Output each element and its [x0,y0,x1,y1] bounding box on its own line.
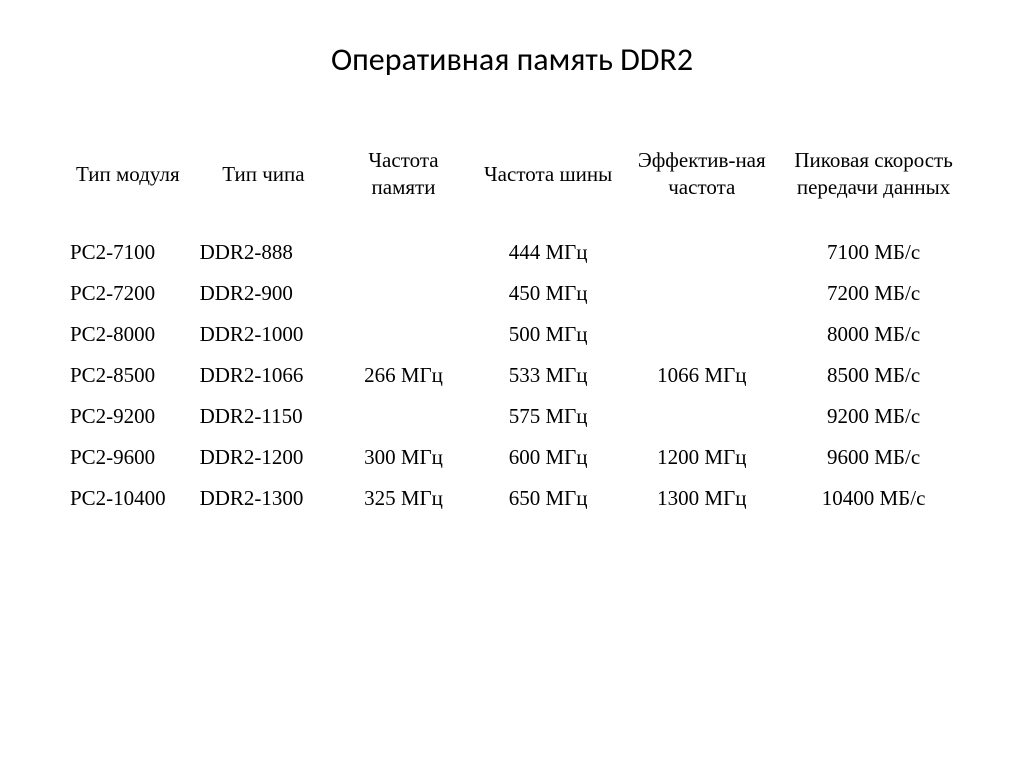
page-title: Оперативная память DDR2 [60,40,964,79]
cell-bus-freq: 500 МГц [476,314,621,355]
header-module: Тип модуля [60,139,196,232]
cell-module: PC2-9600 [60,437,196,478]
cell-module: PC2-7100 [60,232,196,273]
cell-module: PC2-8000 [60,314,196,355]
table-row: PC2-9600 DDR2-1200 300 МГц 600 МГц 1200 … [60,437,964,478]
cell-eff-freq: 1066 МГц [620,355,783,396]
cell-chip: DDR2-900 [196,273,332,314]
cell-eff-freq [620,273,783,314]
header-mem-freq: Частота памяти [331,139,476,232]
cell-chip: DDR2-888 [196,232,332,273]
cell-bus-freq: 575 МГц [476,396,621,437]
cell-chip: DDR2-1300 [196,478,332,519]
table-row: PC2-7100 DDR2-888 444 МГц 7100 МБ/с [60,232,964,273]
cell-bus-freq: 533 МГц [476,355,621,396]
header-chip: Тип чипа [196,139,332,232]
cell-speed: 9200 МБ/с [783,396,964,437]
table-row: PC2-9200 DDR2-1150 575 МГц 9200 МБ/с [60,396,964,437]
cell-mem-freq [331,273,476,314]
cell-mem-freq [331,232,476,273]
cell-mem-freq: 266 МГц [331,355,476,396]
cell-speed: 7200 МБ/с [783,273,964,314]
table-body: PC2-7100 DDR2-888 444 МГц 7100 МБ/с PC2-… [60,232,964,519]
table-row: PC2-8000 DDR2-1000 500 МГц 8000 МБ/с [60,314,964,355]
cell-bus-freq: 650 МГц [476,478,621,519]
table-row: PC2-8500 DDR2-1066 266 МГц 533 МГц 1066 … [60,355,964,396]
cell-mem-freq: 300 МГц [331,437,476,478]
cell-chip: DDR2-1000 [196,314,332,355]
header-speed: Пиковая скорость передачи данных [783,139,964,232]
cell-eff-freq [620,396,783,437]
cell-module: PC2-10400 [60,478,196,519]
table-row: PC2-10400 DDR2-1300 325 МГц 650 МГц 1300… [60,478,964,519]
cell-speed: 8500 МБ/с [783,355,964,396]
cell-speed: 8000 МБ/с [783,314,964,355]
cell-module: PC2-9200 [60,396,196,437]
cell-module: PC2-7200 [60,273,196,314]
cell-speed: 7100 МБ/с [783,232,964,273]
header-bus-freq: Частота шины [476,139,621,232]
cell-chip: DDR2-1150 [196,396,332,437]
cell-eff-freq: 1200 МГц [620,437,783,478]
table-header-row: Тип модуля Тип чипа Частота памяти Часто… [60,139,964,232]
ddr2-spec-table: Тип модуля Тип чипа Частота памяти Часто… [60,139,964,519]
cell-module: PC2-8500 [60,355,196,396]
cell-mem-freq: 325 МГц [331,478,476,519]
cell-speed: 10400 МБ/с [783,478,964,519]
table-row: PC2-7200 DDR2-900 450 МГц 7200 МБ/с [60,273,964,314]
cell-bus-freq: 600 МГц [476,437,621,478]
header-eff-freq: Эффектив-ная частота [620,139,783,232]
cell-mem-freq [331,396,476,437]
cell-chip: DDR2-1200 [196,437,332,478]
cell-eff-freq: 1300 МГц [620,478,783,519]
cell-eff-freq [620,232,783,273]
cell-eff-freq [620,314,783,355]
cell-speed: 9600 МБ/с [783,437,964,478]
cell-mem-freq [331,314,476,355]
cell-bus-freq: 450 МГц [476,273,621,314]
cell-chip: DDR2-1066 [196,355,332,396]
cell-bus-freq: 444 МГц [476,232,621,273]
